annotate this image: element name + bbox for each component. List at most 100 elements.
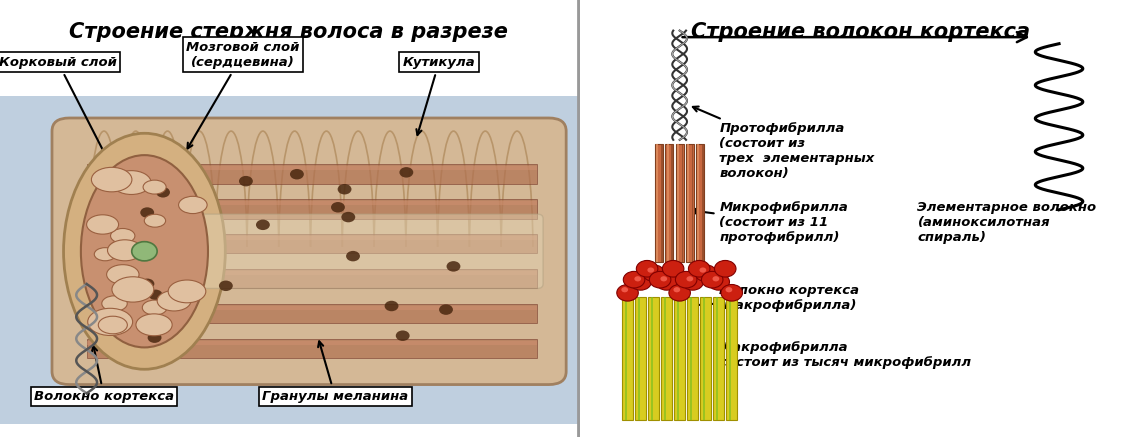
Bar bbox=[674, 297, 685, 420]
Circle shape bbox=[289, 169, 304, 180]
Circle shape bbox=[725, 287, 732, 292]
Bar bbox=[87, 304, 538, 323]
Bar bbox=[677, 144, 678, 262]
Circle shape bbox=[148, 333, 161, 343]
Bar bbox=[87, 166, 538, 170]
Circle shape bbox=[256, 219, 270, 230]
Bar bbox=[702, 144, 704, 262]
Text: Строение стержня волоса в разрезе: Строение стержня волоса в разрезе bbox=[70, 22, 508, 42]
Ellipse shape bbox=[136, 314, 172, 336]
Bar bbox=[716, 297, 718, 420]
FancyBboxPatch shape bbox=[51, 118, 566, 385]
Bar bbox=[87, 339, 538, 358]
Bar bbox=[637, 297, 639, 420]
Bar bbox=[713, 297, 724, 420]
Bar bbox=[625, 297, 627, 420]
Bar bbox=[0, 96, 578, 424]
Bar bbox=[667, 144, 668, 262]
Circle shape bbox=[149, 290, 162, 300]
Ellipse shape bbox=[111, 229, 135, 243]
Circle shape bbox=[662, 260, 684, 277]
Ellipse shape bbox=[144, 214, 166, 227]
Circle shape bbox=[446, 261, 460, 272]
Ellipse shape bbox=[109, 240, 140, 259]
Circle shape bbox=[674, 287, 681, 292]
Ellipse shape bbox=[81, 155, 208, 347]
Circle shape bbox=[634, 276, 641, 281]
Text: Волокно кортекса
(макрофибрилла): Волокно кортекса (макрофибрилла) bbox=[691, 284, 859, 312]
Bar bbox=[622, 297, 634, 420]
Text: Элементарное волокно
(аминоксилотная
спираль): Элементарное волокно (аминоксилотная спи… bbox=[917, 201, 1097, 244]
Circle shape bbox=[141, 207, 154, 218]
Bar bbox=[692, 144, 693, 262]
Bar bbox=[661, 144, 662, 262]
Circle shape bbox=[708, 274, 730, 290]
Circle shape bbox=[141, 278, 154, 289]
FancyBboxPatch shape bbox=[127, 214, 543, 288]
Circle shape bbox=[341, 212, 356, 222]
Circle shape bbox=[682, 274, 704, 290]
Bar bbox=[87, 271, 538, 275]
Bar bbox=[702, 297, 705, 420]
Circle shape bbox=[721, 284, 742, 301]
Bar bbox=[657, 144, 659, 262]
Circle shape bbox=[648, 267, 654, 273]
Bar bbox=[729, 297, 731, 420]
Bar bbox=[661, 297, 673, 420]
Circle shape bbox=[219, 281, 232, 291]
Ellipse shape bbox=[178, 196, 207, 214]
Circle shape bbox=[621, 287, 628, 292]
Ellipse shape bbox=[98, 316, 127, 334]
Ellipse shape bbox=[108, 240, 142, 261]
Ellipse shape bbox=[87, 215, 119, 234]
Text: Строение волокон кортекса: Строение волокон кортекса bbox=[691, 22, 1031, 42]
Bar bbox=[677, 297, 680, 420]
Circle shape bbox=[713, 276, 720, 281]
Bar bbox=[648, 297, 659, 420]
Ellipse shape bbox=[102, 296, 127, 311]
Ellipse shape bbox=[143, 180, 166, 194]
Circle shape bbox=[699, 267, 706, 273]
Circle shape bbox=[675, 271, 697, 288]
Bar bbox=[696, 144, 704, 262]
Circle shape bbox=[132, 242, 157, 261]
Ellipse shape bbox=[94, 248, 116, 261]
Ellipse shape bbox=[168, 280, 206, 303]
Bar bbox=[87, 269, 538, 288]
Circle shape bbox=[669, 284, 691, 301]
Circle shape bbox=[630, 274, 651, 290]
Circle shape bbox=[694, 265, 716, 281]
Circle shape bbox=[701, 271, 723, 288]
Text: Гранулы меланина: Гранулы меланина bbox=[262, 341, 408, 403]
Ellipse shape bbox=[142, 300, 167, 315]
Text: Волокно кортекса: Волокно кортекса bbox=[34, 346, 174, 403]
Bar bbox=[682, 144, 683, 262]
Bar bbox=[697, 144, 699, 262]
Circle shape bbox=[715, 260, 736, 277]
Text: Кутикула: Кутикула bbox=[403, 55, 476, 135]
Text: Микрофибрилла
(состоит из 11
протофибрилл): Микрофибрилла (состоит из 11 протофибрил… bbox=[691, 201, 848, 244]
Ellipse shape bbox=[106, 265, 140, 284]
Bar bbox=[726, 297, 738, 420]
Bar bbox=[87, 164, 538, 184]
Circle shape bbox=[650, 271, 670, 288]
Circle shape bbox=[660, 276, 667, 281]
Text: Корковый слой: Корковый слой bbox=[0, 55, 117, 170]
Text: Протофибрилла
(состоит из
трех  элементарных
волокон): Протофибрилла (состоит из трех элементар… bbox=[693, 107, 874, 180]
Bar bbox=[87, 199, 538, 218]
Bar bbox=[87, 306, 538, 310]
Ellipse shape bbox=[157, 291, 191, 311]
Text: Макрофибрилла
состоит из тысяч микрофибрилл: Макрофибрилла состоит из тысяч микрофибр… bbox=[720, 341, 971, 369]
Bar bbox=[666, 144, 674, 262]
Bar bbox=[690, 297, 692, 420]
Ellipse shape bbox=[92, 167, 132, 192]
Circle shape bbox=[399, 167, 413, 177]
Circle shape bbox=[439, 304, 453, 315]
Circle shape bbox=[331, 202, 344, 212]
Text: Мозговой слой
(сердцевина): Мозговой слой (сердцевина) bbox=[186, 41, 300, 149]
Circle shape bbox=[656, 274, 677, 290]
Bar bbox=[688, 297, 698, 420]
Circle shape bbox=[617, 284, 638, 301]
Bar bbox=[700, 297, 712, 420]
Bar bbox=[686, 144, 693, 262]
